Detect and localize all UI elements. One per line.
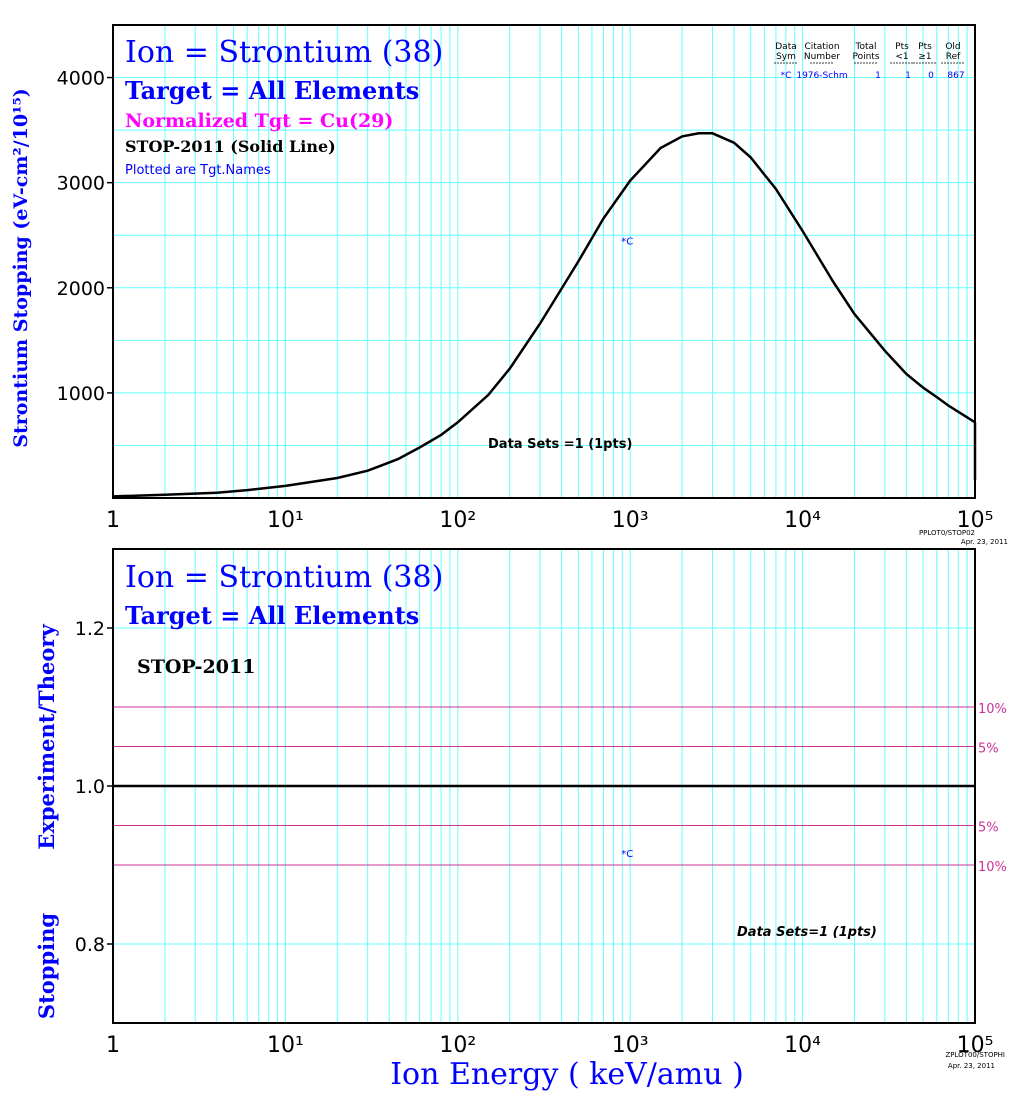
top-normalized: Normalized Tgt = Cu(29) bbox=[125, 110, 393, 132]
band-label: 5% bbox=[978, 742, 999, 757]
legend-cell: 1 bbox=[905, 71, 911, 81]
bottom-data-sets: Data Sets=1 (1pts) bbox=[737, 925, 877, 940]
bottom-footer-1: ZPLOT00/STOPHI bbox=[946, 1051, 1006, 1059]
bottom-y-axis-label-1: Stopping bbox=[34, 913, 59, 1019]
top-footer-2: Apr. 23, 2011 bbox=[961, 538, 1008, 546]
top-grid bbox=[113, 25, 975, 498]
top-x-tick-label: 10² bbox=[439, 508, 476, 533]
bottom-x-tick-label: 10² bbox=[439, 1033, 476, 1058]
top-target: Target = All Elements bbox=[125, 76, 419, 105]
top-x-tick-label: 10⁴ bbox=[784, 508, 821, 533]
band-label: 10% bbox=[978, 860, 1007, 875]
legend-cell: 867 bbox=[947, 71, 964, 81]
x-axis-label: Ion Energy ( keV/amu ) bbox=[390, 1057, 744, 1092]
legend-header: Data bbox=[775, 42, 797, 52]
bottom-title: Ion = Strontium (38) bbox=[125, 560, 443, 595]
legend-header: Number bbox=[804, 52, 840, 62]
bottom-data-point: *C bbox=[621, 849, 633, 860]
band-label: 5% bbox=[978, 821, 999, 836]
top-data-point: *C bbox=[621, 236, 633, 247]
top-y-ticks: 1000 2000 3000 4000 bbox=[57, 68, 113, 405]
legend-header: Sym bbox=[776, 52, 796, 62]
bottom-y-tick-label: 1.0 bbox=[75, 776, 105, 798]
bottom-x-tick-label: 10³ bbox=[612, 1033, 649, 1058]
legend-cell: *C bbox=[781, 71, 792, 81]
bottom-reference-lines: 10% 5% 5% 10% bbox=[113, 702, 1007, 875]
legend-cell: 1 bbox=[875, 71, 881, 81]
legend-header: Points bbox=[852, 52, 879, 62]
bottom-y-tick-label: 1.2 bbox=[75, 618, 105, 640]
top-points: *C bbox=[621, 236, 633, 247]
bottom-target: Target = All Elements bbox=[125, 601, 419, 630]
series-line-stop-2011 bbox=[112, 132, 976, 498]
top-title: Ion = Strontium (38) bbox=[125, 35, 443, 70]
top-data-sets: Data Sets =1 (1pts) bbox=[488, 437, 632, 452]
top-y-tick-label: 1000 bbox=[57, 383, 105, 405]
top-x-tick-label: 1 bbox=[106, 508, 120, 533]
bottom-x-tick-label: 1 bbox=[106, 1033, 120, 1058]
legend-header: <1 bbox=[895, 52, 908, 62]
top-x-tick-label: 10³ bbox=[612, 508, 649, 533]
legend-cell: 0 bbox=[928, 71, 934, 81]
bottom-footer-2: Apr. 23, 2011 bbox=[948, 1062, 995, 1070]
bottom-y-axis-label-2: Experiment/Theory bbox=[34, 624, 59, 850]
top-plotted: Plotted are Tgt.Names bbox=[125, 163, 271, 178]
top-y-tick-label: 2000 bbox=[57, 278, 105, 300]
top-x-tick-label: 10⁵ bbox=[957, 508, 994, 533]
legend-header: Ref bbox=[946, 52, 961, 62]
bottom-stop-label: STOP-2011 bbox=[137, 656, 255, 678]
top-stop-line: STOP-2011 (Solid Line) bbox=[125, 137, 336, 156]
bottom-points: *C bbox=[621, 849, 633, 860]
bottom-x-tick-label: 10¹ bbox=[267, 1033, 304, 1058]
top-footer-1: PPLOT0/STOP02 bbox=[919, 529, 975, 537]
bottom-y-tick-label: 0.8 bbox=[75, 934, 105, 956]
bottom-x-ticks: 1 10¹ 10² 10³ 10⁴ 10⁵ bbox=[106, 1033, 993, 1058]
legend-cell: 1976-Schm bbox=[796, 71, 847, 81]
bottom-x-tick-label: 10⁴ bbox=[784, 1033, 821, 1058]
legend-header: Pts bbox=[918, 42, 932, 52]
legend-header: ≥1 bbox=[918, 52, 931, 62]
top-y-tick-label: 3000 bbox=[57, 173, 105, 195]
top-y-axis-label: Strontium Stopping (eV-cm²/10¹⁵) bbox=[10, 88, 32, 448]
bottom-plot-frame bbox=[112, 548, 976, 1024]
top-x-tick-label: 10¹ bbox=[267, 508, 304, 533]
legend-header: Old bbox=[945, 42, 960, 52]
legend-header: Citation bbox=[804, 42, 839, 52]
top-legend: DataSymCitationNumberTotalPointsPts<1Pts… bbox=[774, 42, 965, 81]
bottom-x-tick-label: 10⁵ bbox=[957, 1033, 994, 1058]
legend-header: Total bbox=[854, 42, 876, 52]
top-y-tick-label: 4000 bbox=[57, 68, 105, 90]
top-x-ticks: 1 10¹ 10² 10³ 10⁴ 10⁵ bbox=[106, 508, 993, 533]
band-label: 10% bbox=[978, 702, 1007, 717]
legend-header: Pts bbox=[895, 42, 909, 52]
top-plot-frame bbox=[112, 24, 976, 499]
bottom-y-ticks: 0.8 1.0 1.2 bbox=[75, 618, 113, 956]
